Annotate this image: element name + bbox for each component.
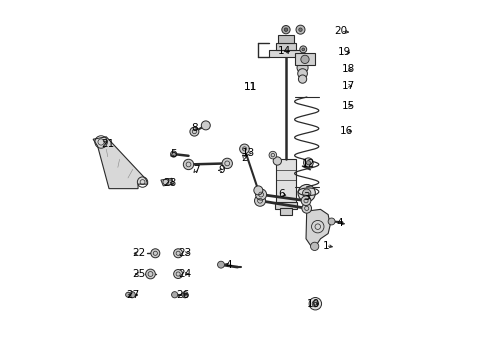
Circle shape <box>182 292 188 298</box>
Text: 23: 23 <box>178 248 191 258</box>
Circle shape <box>222 158 232 168</box>
Polygon shape <box>161 178 173 186</box>
Circle shape <box>170 151 176 157</box>
Text: 12: 12 <box>301 159 314 170</box>
Circle shape <box>302 189 310 197</box>
Circle shape <box>129 292 135 298</box>
Polygon shape <box>93 137 147 189</box>
Circle shape <box>183 159 193 170</box>
Text: 26: 26 <box>176 290 189 300</box>
Circle shape <box>298 28 302 31</box>
Circle shape <box>273 157 281 165</box>
Text: 7: 7 <box>192 165 199 175</box>
Bar <box>276 159 295 204</box>
Text: 18: 18 <box>341 64 354 75</box>
Bar <box>294 53 315 65</box>
Circle shape <box>217 261 224 268</box>
Circle shape <box>301 196 310 206</box>
Text: 28: 28 <box>163 179 176 188</box>
Bar <box>269 50 302 57</box>
Circle shape <box>189 127 199 136</box>
Bar <box>275 44 296 50</box>
Circle shape <box>299 46 306 53</box>
Circle shape <box>310 242 318 251</box>
Text: 1: 1 <box>322 241 328 251</box>
Text: 27: 27 <box>126 290 140 300</box>
Circle shape <box>303 158 313 167</box>
Circle shape <box>301 203 311 213</box>
Circle shape <box>268 151 276 159</box>
Text: 11: 11 <box>244 82 257 92</box>
Circle shape <box>306 161 310 165</box>
Text: 22: 22 <box>131 248 145 258</box>
Circle shape <box>298 75 306 83</box>
Text: 8: 8 <box>191 123 197 133</box>
Circle shape <box>297 69 307 78</box>
Text: 4: 4 <box>225 260 232 270</box>
Circle shape <box>173 270 182 279</box>
Circle shape <box>201 121 210 130</box>
Text: 17: 17 <box>341 81 354 91</box>
Text: 15: 15 <box>341 101 354 111</box>
Circle shape <box>239 144 249 154</box>
Circle shape <box>173 249 182 258</box>
Circle shape <box>255 189 266 200</box>
Circle shape <box>125 292 130 297</box>
Circle shape <box>171 292 178 298</box>
Bar <box>279 208 292 215</box>
Circle shape <box>327 218 334 225</box>
Text: 24: 24 <box>178 269 191 279</box>
Circle shape <box>254 195 265 206</box>
Circle shape <box>298 184 315 202</box>
Bar <box>278 35 293 44</box>
Text: 11: 11 <box>244 82 257 92</box>
Circle shape <box>150 249 160 258</box>
Bar <box>274 202 296 210</box>
Circle shape <box>301 48 304 51</box>
Polygon shape <box>305 210 329 247</box>
Text: 14: 14 <box>277 46 290 56</box>
Text: 21: 21 <box>101 139 114 149</box>
Text: 10: 10 <box>306 299 320 309</box>
Text: 13: 13 <box>241 148 254 158</box>
Circle shape <box>253 186 262 195</box>
Text: 4: 4 <box>336 218 342 228</box>
Circle shape <box>296 62 307 73</box>
Text: 19: 19 <box>337 47 351 57</box>
Text: 2: 2 <box>241 153 247 162</box>
Circle shape <box>284 28 287 31</box>
Circle shape <box>145 269 155 279</box>
Circle shape <box>295 25 305 34</box>
Circle shape <box>281 26 289 34</box>
Text: 6: 6 <box>278 189 284 199</box>
Circle shape <box>308 297 321 310</box>
Circle shape <box>312 301 318 307</box>
Text: 9: 9 <box>218 165 225 175</box>
Text: 3: 3 <box>303 192 309 202</box>
Text: 20: 20 <box>333 26 346 36</box>
Text: 25: 25 <box>131 269 145 279</box>
Circle shape <box>300 55 308 63</box>
Text: 16: 16 <box>339 126 352 136</box>
Text: 5: 5 <box>170 149 177 159</box>
